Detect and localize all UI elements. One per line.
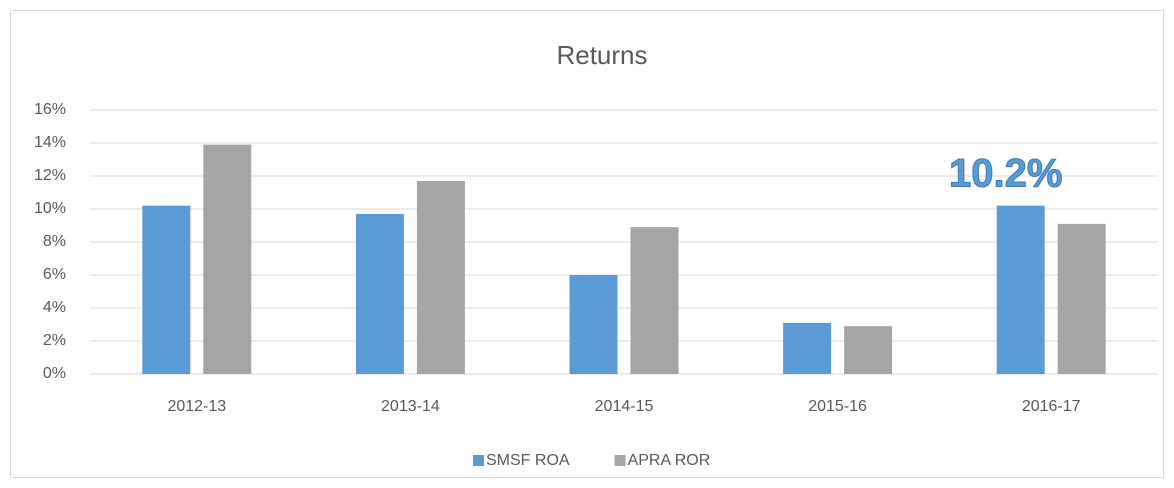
bar <box>203 144 252 374</box>
y-tick-label: 16% <box>34 101 66 118</box>
y-tick-label: 8% <box>43 233 66 250</box>
y-tick-label: 14% <box>34 134 66 151</box>
bar <box>569 275 618 374</box>
y-tick-label: 6% <box>43 266 66 283</box>
y-tick-label: 10% <box>34 200 66 217</box>
bar <box>1057 223 1106 374</box>
data-label: 10.2% <box>949 151 1062 195</box>
chart-border <box>10 10 1164 478</box>
x-tick-label: 2014-15 <box>595 398 654 415</box>
chart-title: Returns <box>556 40 647 70</box>
legend-swatch <box>473 455 484 466</box>
bar <box>142 205 191 374</box>
bar <box>996 205 1045 374</box>
bar <box>355 213 404 374</box>
x-tick-label: 2013-14 <box>381 398 440 415</box>
x-tick-label: 2012-13 <box>167 398 226 415</box>
bar <box>844 326 893 374</box>
legend-swatch <box>614 455 626 466</box>
bar <box>630 227 679 374</box>
y-tick-label: 4% <box>43 299 66 316</box>
bar <box>783 322 832 374</box>
legend-label: SMSF ROA <box>486 452 570 469</box>
y-tick-label: 0% <box>43 365 66 382</box>
legend-label: APRA ROR <box>628 452 711 469</box>
x-tick-label: 2015-16 <box>808 398 867 415</box>
x-tick-label: 2016-17 <box>1022 398 1081 415</box>
bar <box>416 180 465 374</box>
y-tick-label: 2% <box>43 332 66 349</box>
y-tick-label: 12% <box>34 167 66 184</box>
